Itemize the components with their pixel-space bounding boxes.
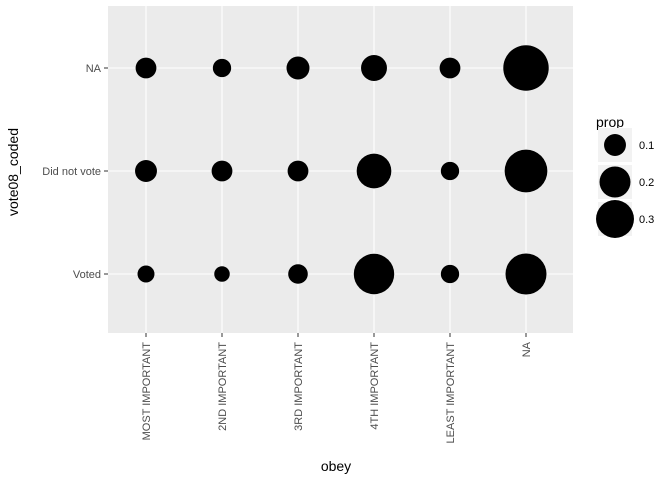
x-axis-title: obey <box>321 458 351 474</box>
data-point <box>504 149 548 193</box>
data-point <box>137 265 155 283</box>
legend-label: 0.1 <box>639 140 654 152</box>
data-point <box>286 56 310 80</box>
legend-label: 0.3 <box>639 214 654 226</box>
x-tick-label: NA <box>521 341 533 357</box>
data-point <box>356 153 392 189</box>
data-point <box>503 45 549 91</box>
x-tick-label: 4TH IMPORTANT <box>369 342 381 430</box>
x-tick-label: MOST IMPORTANT <box>141 342 153 441</box>
legend-label: 0.2 <box>639 177 654 189</box>
data-points <box>135 45 549 295</box>
legend-key-circle <box>604 134 626 156</box>
y-axis: Voted Did not vote NA <box>42 63 108 281</box>
data-point <box>288 264 308 284</box>
y-tick-label: NA <box>86 63 102 75</box>
data-point <box>505 253 547 295</box>
data-point <box>214 266 230 282</box>
data-point <box>211 160 233 182</box>
data-point <box>353 253 395 295</box>
data-point <box>440 264 460 284</box>
legend-key-circle <box>599 166 631 198</box>
data-point <box>135 160 157 182</box>
y-tick-label: Did not vote <box>42 166 101 178</box>
data-point <box>440 161 460 181</box>
plot-panel <box>108 6 573 333</box>
data-point <box>287 160 309 182</box>
legend-key-circle <box>596 200 634 238</box>
x-tick-label: 3RD IMPORTANT <box>293 342 305 431</box>
x-tick-label: LEAST IMPORTANT <box>445 342 457 444</box>
data-point <box>135 57 157 79</box>
y-tick-label: Voted <box>73 269 101 281</box>
x-axis: MOST IMPORTANT 2ND IMPORTANT 3RD IMPORTANT… <box>141 333 533 443</box>
data-point <box>212 58 232 78</box>
data-point <box>439 57 461 79</box>
panel-background <box>108 6 573 333</box>
legend-title: prop <box>596 114 624 130</box>
data-point <box>361 55 387 81</box>
x-tick-label: 2ND IMPORTANT <box>217 342 229 431</box>
legend: prop 0.1 0.2 0.3 <box>596 114 654 238</box>
y-axis-title: vote08_coded <box>5 128 21 216</box>
